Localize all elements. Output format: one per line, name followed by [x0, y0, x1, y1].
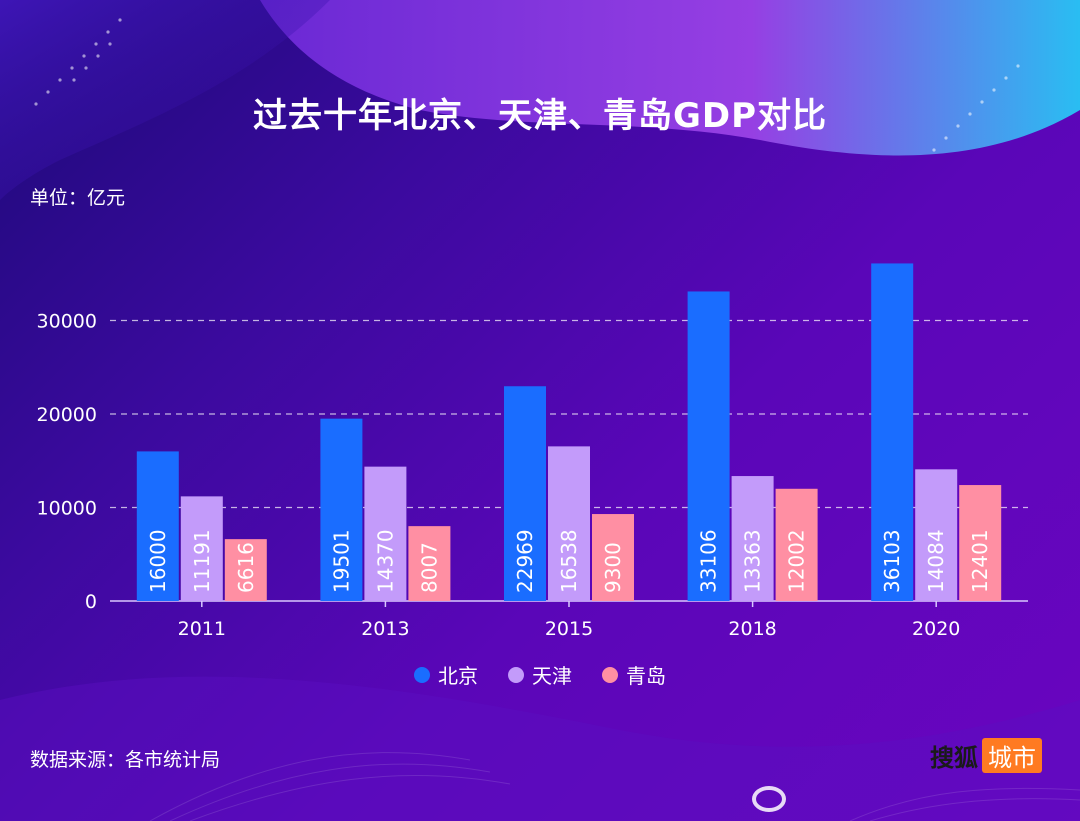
legend-item-tianjin[interactable]: 天津: [508, 660, 572, 689]
bar-value-label: 19501: [329, 529, 353, 593]
bar-天津-2015: [548, 446, 590, 601]
bar-北京-2018: [687, 291, 730, 601]
bar-天津-2011: [180, 496, 223, 601]
unit-label: 单位：亿元: [30, 187, 126, 209]
bar-value-label: 16538: [557, 529, 581, 593]
legend-label-qingdao: 青岛: [626, 664, 666, 688]
x-tick-label: 2011: [178, 618, 226, 640]
x-tick-label: 2018: [728, 618, 776, 640]
brand-logo[interactable]: 搜狐 城市: [930, 738, 1042, 773]
chart-title: 过去十年北京、天津、青岛GDP对比: [252, 96, 828, 136]
bar-青岛-2011: [224, 539, 267, 601]
bar-天津-2020: [915, 469, 958, 601]
bar-value-label: 14370: [373, 529, 397, 593]
legend-swatch-tianjin: [508, 666, 524, 683]
bar-青岛-2018: [775, 488, 818, 601]
legend-swatch-beijing: [414, 666, 430, 683]
bar-value-label: 33106: [697, 529, 721, 593]
bar-天津-2013: [364, 466, 407, 601]
bar-value-label: 11191: [190, 529, 214, 593]
x-tick-label: 2015: [545, 618, 593, 640]
ring-decoration: [752, 786, 786, 812]
bar-天津-2018: [731, 476, 774, 601]
brand-tag: 城市: [982, 738, 1042, 773]
bar-value-label: 14084: [924, 529, 948, 593]
y-tick-label: 20000: [37, 404, 97, 426]
bar-value-label: 22969: [513, 529, 537, 593]
bar-青岛-2013: [408, 526, 451, 601]
bar-value-label: 12401: [968, 529, 992, 593]
data-source-label: 数据来源：各市统计局: [30, 749, 221, 771]
bar-value-label: 16000: [146, 529, 170, 593]
legend: 北京 天津 青岛: [0, 660, 1080, 689]
legend-item-qingdao[interactable]: 青岛: [602, 660, 666, 689]
legend-item-beijing[interactable]: 北京: [414, 660, 478, 689]
bar-value-label: 12002: [785, 529, 809, 593]
y-tick-label: 30000: [37, 311, 97, 333]
bar-value-label: 36103: [880, 529, 904, 593]
bar-value-label: 6616: [234, 542, 258, 593]
bar-北京-2020: [871, 263, 914, 601]
bar-北京-2011: [136, 451, 179, 601]
bar-青岛-2020: [959, 485, 1002, 601]
y-tick-label: 10000: [37, 498, 97, 520]
x-tick-label: 2013: [361, 618, 409, 640]
bar-青岛-2015: [592, 514, 634, 601]
bar-value-label: 8007: [417, 542, 441, 593]
x-tick-label: 2020: [912, 618, 960, 640]
bar-北京-2013: [320, 418, 363, 601]
legend-label-tianjin: 天津: [532, 664, 572, 688]
bar-北京-2015: [504, 386, 546, 601]
bar-value-label: 13363: [741, 529, 765, 593]
bar-value-label: 9300: [601, 542, 625, 593]
legend-swatch-qingdao: [602, 666, 618, 683]
brand-name: 搜狐: [930, 744, 978, 772]
legend-label-beijing: 北京: [438, 664, 478, 688]
y-tick-label: 0: [85, 591, 97, 613]
